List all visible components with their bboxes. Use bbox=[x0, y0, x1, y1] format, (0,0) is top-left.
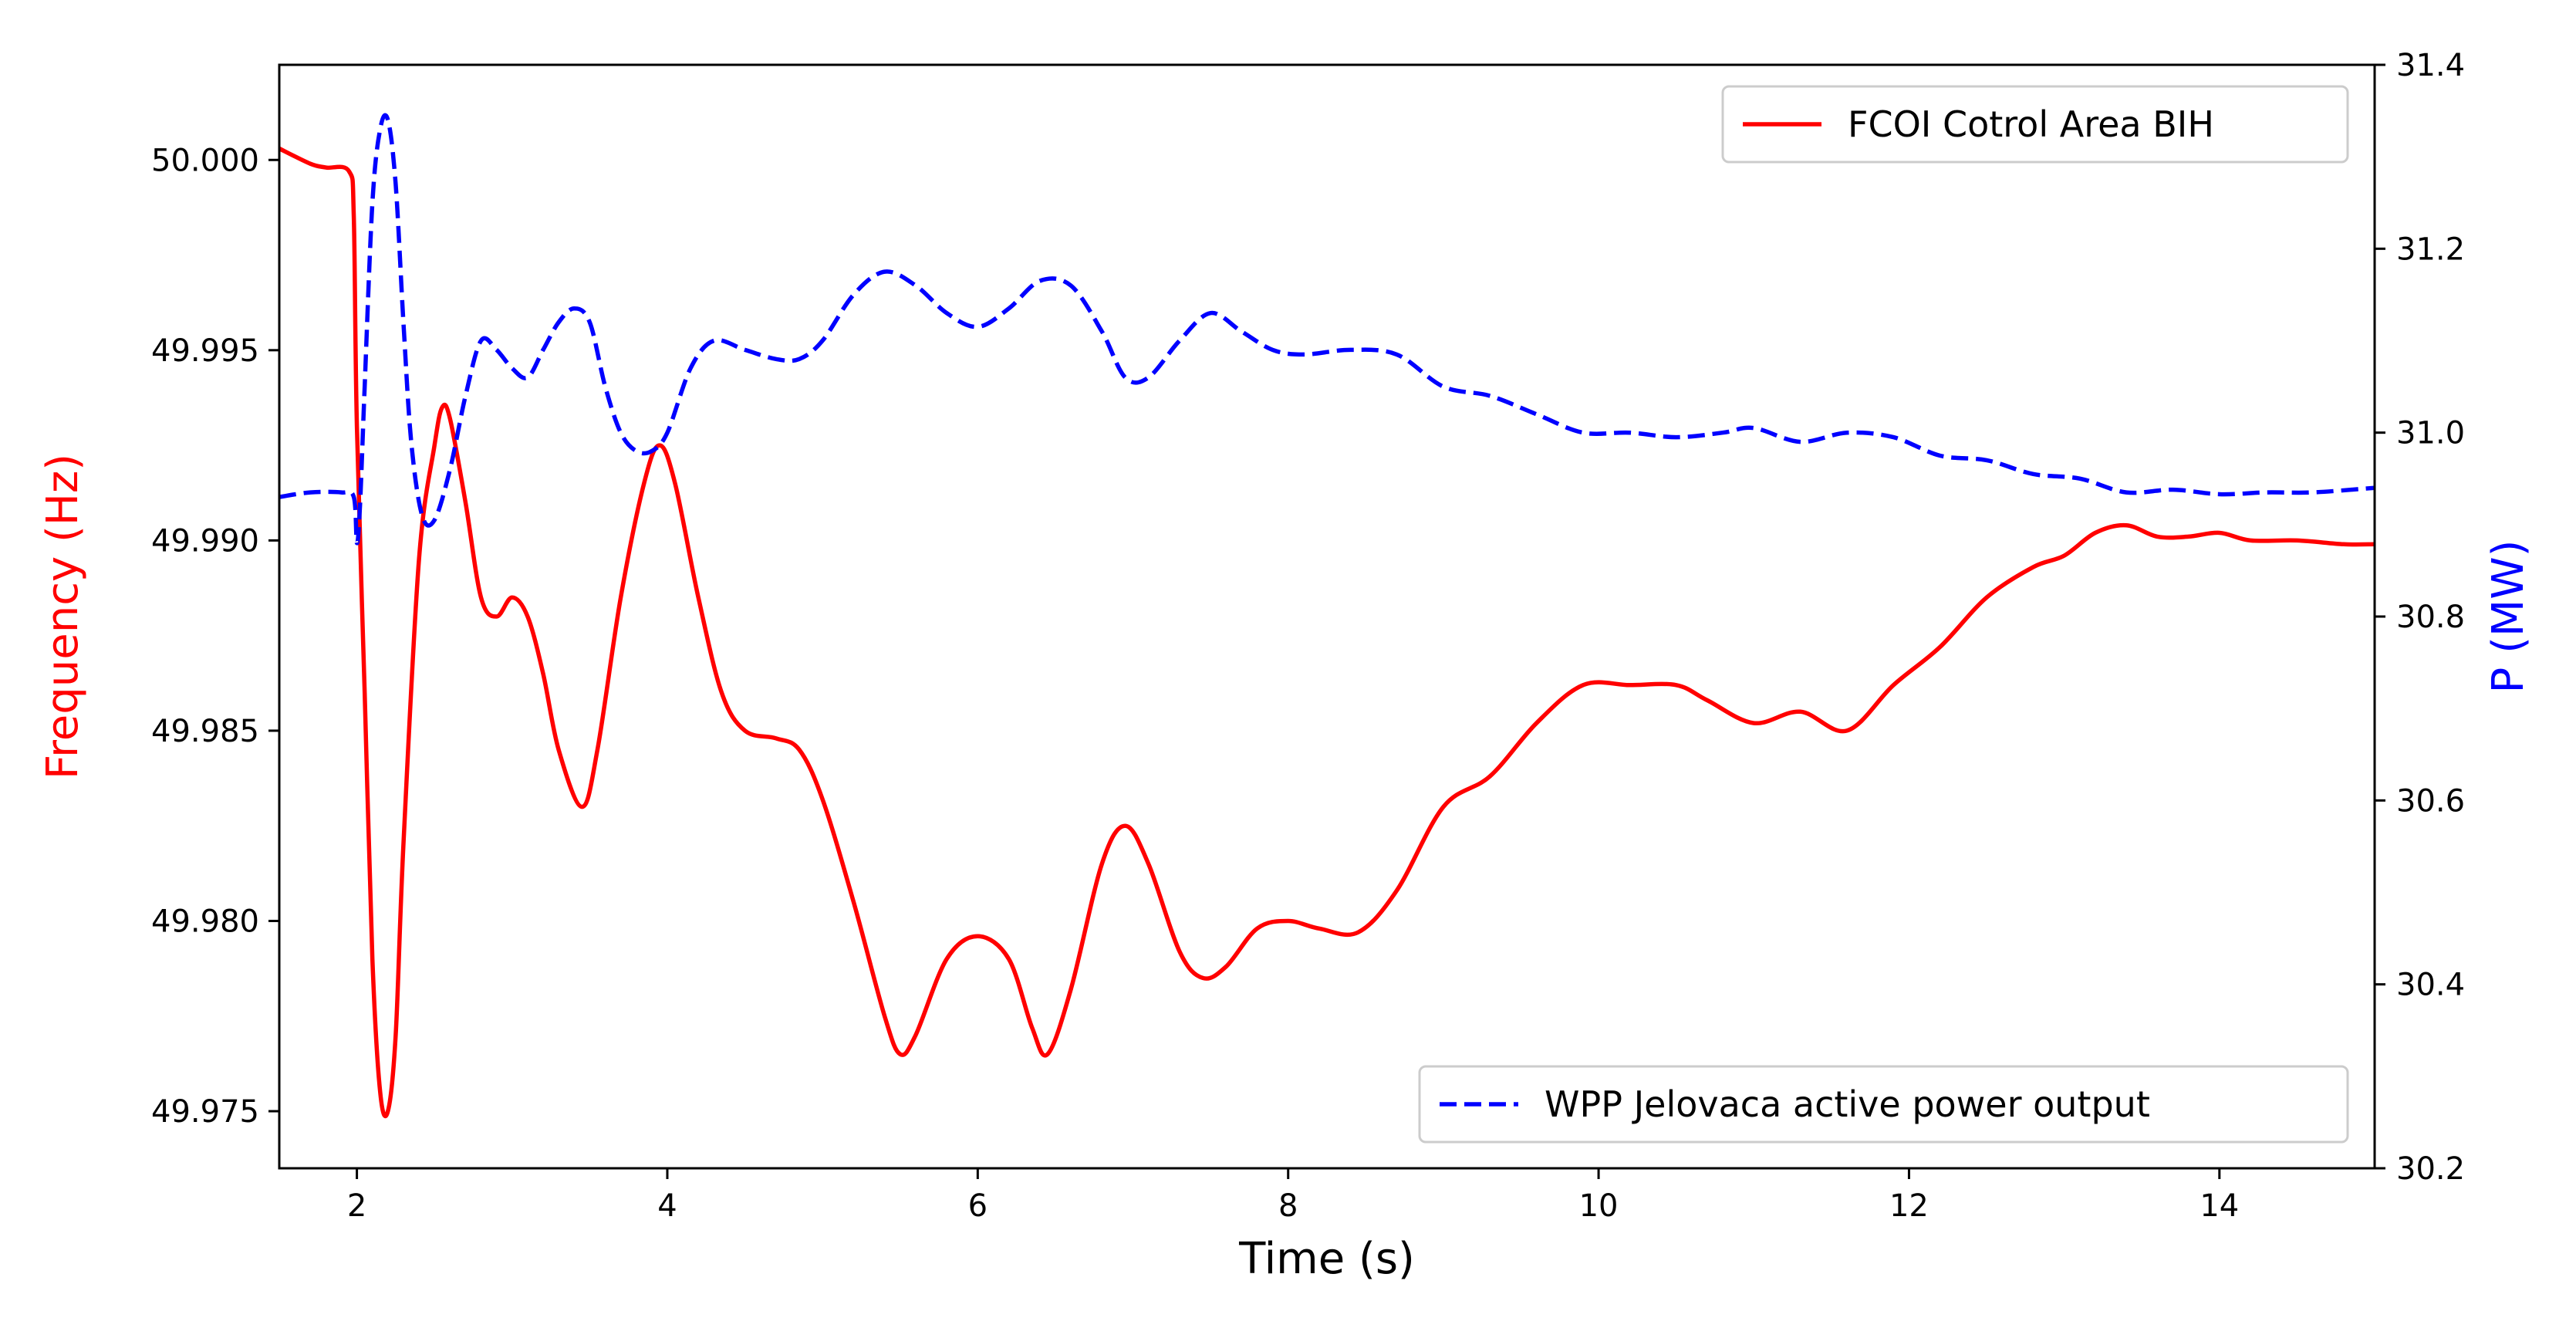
x-tick-label: 14 bbox=[2200, 1188, 2239, 1224]
y-right-tick-label: 31.2 bbox=[2396, 231, 2465, 267]
y-right-tick-label: 30.4 bbox=[2396, 968, 2465, 1003]
y-right-tick-label: 30.6 bbox=[2396, 783, 2465, 819]
x-tick-label: 2 bbox=[347, 1188, 366, 1224]
y-left-axis-label: Frequency (Hz) bbox=[38, 454, 88, 779]
y-right-axis-label: P (MW) bbox=[2483, 540, 2534, 694]
x-tick-label: 4 bbox=[657, 1188, 677, 1224]
y-left-tick-label: 49.985 bbox=[151, 714, 259, 749]
y-left-tick-label: 49.995 bbox=[151, 333, 259, 369]
frequency-series-line bbox=[279, 147, 2375, 1119]
y-right-tick-label: 30.8 bbox=[2396, 600, 2465, 635]
plot-frame bbox=[278, 63, 2376, 1170]
series-layer bbox=[279, 113, 2375, 1119]
y-left-tick-label: 50.000 bbox=[151, 143, 259, 178]
legend-frequency-label: FCOI Cotrol Area BIH bbox=[1848, 103, 2214, 145]
y-right-tick-label: 31.4 bbox=[2396, 48, 2465, 83]
x-axis-label: Time (s) bbox=[1238, 1234, 1415, 1284]
y-right-tick-label: 31.0 bbox=[2396, 416, 2465, 451]
x-tick-label: 8 bbox=[1278, 1188, 1298, 1224]
x-tick-label: 12 bbox=[1889, 1188, 1929, 1224]
y-right-tick-label: 30.2 bbox=[2396, 1151, 2465, 1187]
legend-power-box bbox=[1418, 1065, 2349, 1144]
axes-layer: 2 4 6 8 10 12 14 49.975 49.980 49.985 49.990 49.995… bbox=[38, 48, 2534, 1284]
y-left-tick-label: 49.980 bbox=[151, 904, 259, 939]
legend-power-label: WPP Jelovaca active power output bbox=[1545, 1083, 2150, 1125]
legends-layer: FCOI Cotrol Area BIH WPP Jelovaca active … bbox=[1418, 85, 2349, 1144]
x-tick-label: 6 bbox=[968, 1188, 988, 1224]
legend-frequency-box bbox=[1721, 85, 2349, 164]
power-series-line bbox=[279, 113, 2375, 546]
y-left-tick-label: 49.990 bbox=[151, 523, 259, 559]
y-left-tick-label: 49.975 bbox=[151, 1094, 259, 1130]
x-tick-label: 10 bbox=[1579, 1188, 1619, 1224]
